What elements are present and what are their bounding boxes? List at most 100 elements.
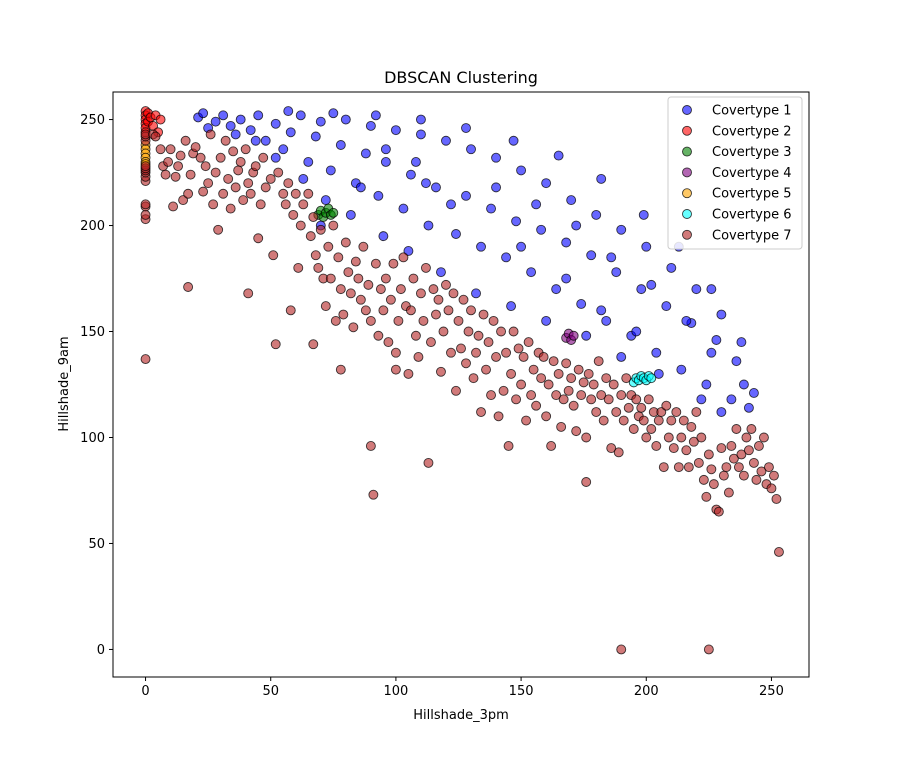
point-series-7 (646, 424, 657, 434)
point-series-7 (751, 474, 762, 485)
point-series-1 (653, 368, 664, 379)
x-tick-label: 150 (509, 684, 534, 699)
point-series-7 (703, 644, 714, 655)
point-series-7 (260, 182, 271, 193)
point-series-1 (716, 309, 727, 320)
point-series-1 (501, 252, 512, 263)
point-series-1 (253, 110, 264, 121)
point-series-7 (496, 326, 507, 337)
point-series-7 (338, 309, 349, 320)
point-series-7 (478, 309, 489, 320)
point-series-7 (308, 212, 319, 223)
point-series-7 (543, 379, 554, 390)
point-series-7 (658, 462, 669, 473)
point-series-1 (511, 216, 522, 227)
point-series-1 (541, 178, 552, 189)
point-series-1 (586, 250, 597, 261)
point-series-7 (628, 424, 639, 434)
chart-title: DBSCAN Clustering (384, 68, 538, 87)
point-series-1 (611, 267, 622, 278)
point-series-7 (774, 546, 784, 557)
legend-items: Covertype 1 Covertype 2 Covertype 3 Coverty… (682, 104, 792, 243)
point-series-7 (733, 462, 744, 473)
point-series-7 (205, 129, 216, 140)
point-series-1 (526, 267, 537, 278)
point-series-7 (558, 394, 569, 405)
point-series-7 (195, 152, 206, 163)
point-series-7 (323, 241, 334, 252)
point-series-7 (476, 407, 486, 418)
point-series-7 (203, 178, 214, 189)
point-series-1 (676, 364, 687, 375)
point-series-1 (661, 301, 672, 312)
point-series-7 (473, 330, 484, 341)
y-tick-label: 0 (97, 643, 105, 658)
point-series-7 (636, 402, 647, 413)
point-series-7 (350, 256, 361, 267)
point-series-7 (513, 343, 524, 354)
legend-label-1: Covertype 1 (712, 104, 792, 119)
point-series-1 (476, 241, 486, 252)
point-series-7 (586, 394, 597, 405)
point-series-1 (606, 252, 617, 263)
point-series-7 (340, 237, 351, 248)
point-series-1 (431, 182, 441, 193)
point-series-1 (651, 347, 662, 358)
point-series-7 (233, 165, 244, 176)
point-series-1 (561, 273, 572, 284)
point-series-7 (576, 390, 587, 401)
point-series-7 (526, 390, 537, 401)
point-series-1 (631, 326, 642, 337)
point-series-7 (165, 144, 176, 155)
point-series-1 (743, 402, 754, 413)
point-series-7 (686, 421, 697, 432)
point-series-7 (140, 209, 151, 220)
point-series-1 (748, 388, 759, 398)
point-series-1 (566, 195, 577, 206)
point-series-7 (225, 203, 236, 214)
point-series-1 (380, 156, 391, 167)
point-series-7 (325, 273, 336, 284)
point-series-7 (213, 224, 224, 235)
point-series-7 (756, 466, 767, 477)
point-series-7 (308, 339, 319, 350)
legend-label-7: Covertype 7 (712, 228, 792, 243)
point-series-1 (516, 241, 527, 252)
point-series-7 (373, 330, 384, 341)
point-series-7 (210, 167, 221, 178)
point-series-7 (335, 364, 346, 375)
point-series-7 (328, 220, 339, 231)
point-series-7 (448, 288, 459, 299)
point-series-1 (461, 123, 471, 133)
point-series-1 (283, 106, 294, 117)
point-series-7 (243, 288, 254, 299)
point-series-7 (758, 432, 769, 443)
point-series-7 (676, 432, 687, 443)
point-series-7 (726, 441, 737, 451)
y-tick-label: 150 (80, 325, 105, 340)
point-series-7 (563, 385, 574, 396)
point-series-1 (591, 209, 602, 220)
point-series-7 (390, 364, 401, 375)
point-series-7 (170, 171, 181, 182)
point-series-7 (493, 411, 504, 422)
point-series-7 (468, 373, 479, 384)
point-series-1 (681, 315, 692, 326)
point-series-1 (491, 152, 502, 163)
point-series-7 (631, 394, 642, 405)
point-series-1 (641, 241, 652, 252)
y-tick-label: 200 (80, 219, 105, 234)
point-series-7 (443, 305, 454, 316)
point-series-1 (310, 131, 321, 142)
point-series-1 (646, 279, 657, 290)
point-series-1 (230, 129, 241, 140)
point-series-7 (240, 144, 251, 155)
point-series-1 (390, 125, 401, 136)
point-series-7 (368, 489, 379, 500)
point-series-6 (646, 373, 657, 384)
point-series-7 (388, 258, 399, 269)
point-series-1 (531, 199, 542, 210)
point-series-7 (691, 407, 702, 418)
point-series-7 (593, 356, 604, 367)
point-series-7 (603, 394, 614, 405)
